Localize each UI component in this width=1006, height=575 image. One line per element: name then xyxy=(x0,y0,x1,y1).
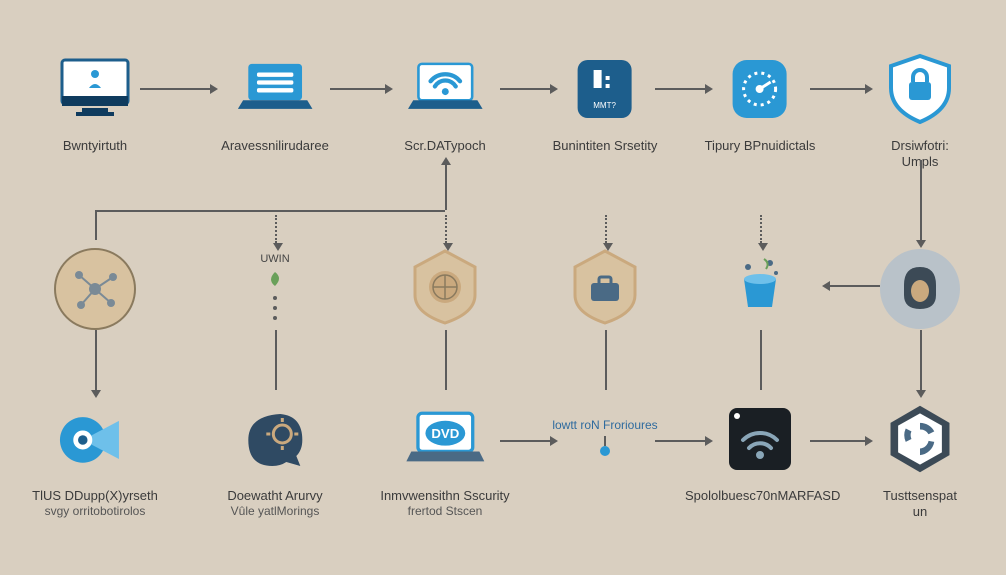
label-r3c5: Spololbuesc70nMARFASD xyxy=(685,488,835,504)
monitor-person-icon xyxy=(56,50,134,128)
connector xyxy=(445,165,447,210)
connector xyxy=(655,88,705,90)
connector xyxy=(830,285,880,287)
node-r2c1 xyxy=(51,245,139,333)
dark-tile-wifi-icon xyxy=(721,400,799,478)
app-tile-gauge-icon xyxy=(721,50,799,128)
shield-lock-icon xyxy=(881,50,959,128)
node-r3c3: DVD Inmvwensithn Sscurity frertod Stscen xyxy=(380,400,509,519)
label-r3c2: Doewatht Arurvy Vûle yatlMorings xyxy=(227,488,322,519)
connector xyxy=(140,88,210,90)
laptop-list-icon xyxy=(236,50,314,128)
connector xyxy=(760,215,762,243)
leaf-dots-icon xyxy=(236,268,314,328)
head-gear-icon xyxy=(236,400,314,478)
connector xyxy=(920,160,922,240)
node-r3c1: TlUS DDupp(X)yrseth svgy orritobotirolos xyxy=(32,400,158,519)
label-r3c3: Inmvwensithn Sscurity frertod Stscen xyxy=(380,488,509,519)
connector xyxy=(655,440,705,442)
circle-user-hood-icon xyxy=(876,245,964,333)
connector xyxy=(95,330,97,390)
node-r3c2: Doewatht Arurvy Vûle yatlMorings xyxy=(227,400,322,519)
connector xyxy=(95,210,445,212)
svg-text:DVD: DVD xyxy=(431,426,459,441)
node-r3c5: Spololbuesc70nMARFASD xyxy=(685,400,835,504)
hex-recycle-icon xyxy=(881,400,959,478)
node-r2c5 xyxy=(720,245,800,325)
connector xyxy=(95,210,97,240)
label-r1c5: Tipury BPnuidictals xyxy=(705,138,816,154)
connector-node-icon xyxy=(590,436,620,466)
svg-text:MMT?: MMT? xyxy=(594,101,617,110)
connector xyxy=(920,330,922,390)
label-r3c1: TlUS DDupp(X)yrseth svgy orritobotirolos xyxy=(32,488,158,519)
mini-label-uwin: UWIN xyxy=(260,253,289,265)
node-r2c4 xyxy=(563,245,647,329)
node-r1c1: Bwntyirtuth xyxy=(56,50,134,154)
connector xyxy=(605,330,607,390)
node-r1c3: Scr.DATypoch xyxy=(404,50,485,154)
node-r2c2 xyxy=(236,268,314,328)
megaphone-icon xyxy=(56,400,134,478)
node-r1c6: Drsiwfotri: Umpls xyxy=(877,50,963,171)
label-r3c6: Tusttsenspat un xyxy=(877,488,963,521)
node-r1c5: Tipury BPnuidictals xyxy=(705,50,816,154)
connector xyxy=(275,215,277,243)
connector xyxy=(445,330,447,390)
label-r1c4: Bunintiten Srsetity xyxy=(553,138,658,154)
laptop-dvd-icon: DVD xyxy=(406,400,484,478)
connector xyxy=(810,88,865,90)
node-r3c4 xyxy=(590,436,620,466)
label-r1c3: Scr.DATypoch xyxy=(404,138,485,154)
node-r2c6 xyxy=(876,245,964,333)
badge-globe-icon xyxy=(403,245,487,329)
mini-label-r3c4: lowtt roN Frorioures xyxy=(552,418,657,432)
connector xyxy=(275,330,277,390)
node-r3c6: Tusttsenspat un xyxy=(877,400,963,521)
diagram-stage: Bwntyirtuth Aravessnilirudaree Scr.DATyp xyxy=(0,0,1006,575)
node-r1c2: Aravessnilirudaree xyxy=(221,50,329,154)
connector xyxy=(445,215,447,243)
circle-network-icon xyxy=(51,245,139,333)
app-tile-data-icon: MMT? xyxy=(566,50,644,128)
bucket-data-icon xyxy=(720,245,800,325)
label-r1c1: Bwntyirtuth xyxy=(63,138,127,154)
label-r1c2: Aravessnilirudaree xyxy=(221,138,329,154)
node-r2c3 xyxy=(403,245,487,329)
connector xyxy=(330,88,385,90)
laptop-wifi-icon xyxy=(406,50,484,128)
node-r1c4: MMT? Bunintiten Srsetity xyxy=(553,50,658,154)
connector xyxy=(760,330,762,390)
badge-briefcase-icon xyxy=(563,245,647,329)
connector xyxy=(500,440,550,442)
connector xyxy=(810,440,865,442)
connector xyxy=(605,215,607,243)
connector xyxy=(500,88,550,90)
